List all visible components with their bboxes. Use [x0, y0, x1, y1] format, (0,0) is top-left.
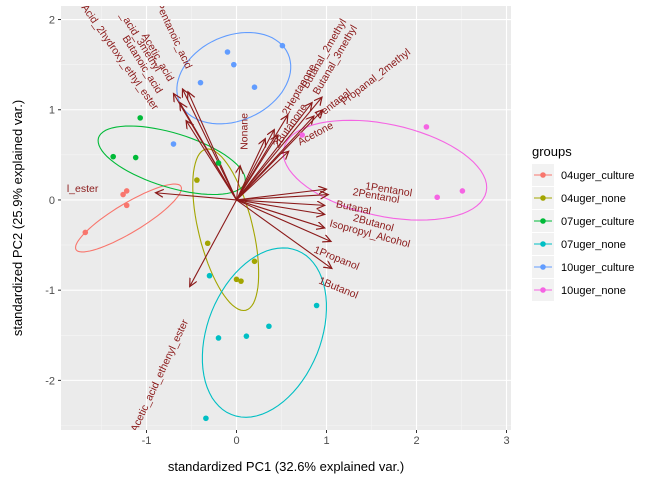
loading-arrow: [236, 139, 266, 201]
point-10uger_culture: [279, 42, 286, 49]
point-04uger_none: [233, 276, 240, 283]
legend-label: 10uger_culture: [561, 262, 634, 274]
loading-arrow: [236, 103, 313, 201]
point-10uger_none: [299, 132, 306, 138]
point-10uger_culture: [224, 49, 231, 55]
point-04uger_culture: [120, 191, 126, 198]
loading-label: Nonane: [238, 113, 250, 150]
point-04uger_none: [251, 258, 258, 265]
point-04uger_culture: [82, 229, 89, 236]
plot-panel: [61, 6, 511, 430]
y-tick-label: 1: [49, 105, 55, 117]
legend-label: 10uger_none: [561, 285, 626, 297]
x-tick-label: -1: [142, 435, 152, 447]
point-10uger_none: [434, 194, 441, 201]
point-10uger_culture: [170, 141, 177, 147]
y-tick-label: 2: [49, 15, 55, 27]
point-07uger_none: [215, 335, 222, 341]
loading-arrow: [188, 92, 238, 201]
legend-label: 04uger_none: [561, 193, 626, 205]
point-07uger_none: [313, 302, 320, 309]
loading-arrow: [236, 151, 289, 201]
legend-label: 07uger_none: [561, 239, 626, 251]
point-07uger_none: [203, 415, 209, 422]
point-10uger_culture: [197, 79, 204, 86]
legend-label: 04uger_culture: [561, 170, 634, 182]
legend-title: groups: [532, 144, 572, 159]
loading-arrow: [236, 199, 332, 241]
legend-point: [540, 264, 546, 270]
ellipse-04uger_culture: [75, 183, 182, 253]
y-axis-ticks: -2 -1 0 1 2: [45, 15, 61, 387]
loading-arrow: [236, 110, 323, 201]
point-07uger_culture: [110, 153, 116, 160]
loading-arrow: [236, 189, 327, 201]
loading-arrow: [236, 130, 275, 201]
point-10uger_culture: [251, 84, 258, 90]
loading-arrow: [190, 199, 237, 287]
y-axis-title: standardized PC2 (25.9% explained var.): [10, 100, 25, 336]
loading-arrow: [236, 199, 325, 205]
legend-point: [540, 218, 546, 224]
y-tick-label: 0: [49, 195, 55, 207]
ellipse-07uger_culture: [97, 125, 246, 196]
y-tick-label: -1: [45, 285, 55, 297]
legend-point: [540, 241, 546, 247]
point-07uger_culture: [132, 154, 139, 161]
loading-arrow: [236, 199, 332, 269]
loading-arrow: [186, 121, 237, 201]
point-07uger_culture: [137, 115, 143, 121]
ellipse-07uger_none: [201, 247, 327, 418]
loading-arrow: [180, 103, 237, 201]
x-tick-label: 0: [233, 435, 239, 447]
point-10uger_none: [423, 124, 430, 130]
loading-arrow: [236, 97, 323, 201]
legend: groups 04uger_culture 04uger_none 07uger_c…: [532, 144, 634, 301]
legend-point: [540, 172, 546, 178]
loading-label: l_ester: [67, 183, 99, 195]
point-07uger_none: [206, 272, 213, 279]
loading-arrow: [237, 166, 241, 201]
loading-arrow: [236, 195, 329, 201]
x-tick-label: 3: [503, 435, 509, 447]
point-07uger_none: [266, 323, 272, 330]
point-04uger_none: [194, 177, 200, 183]
legend-label: 07uger_culture: [561, 216, 634, 228]
point-04uger_none: [204, 240, 211, 247]
point-04uger_none: [238, 278, 244, 284]
point-07uger_culture: [215, 160, 222, 166]
point-10uger_none: [459, 188, 466, 194]
loading-arrow: [236, 199, 325, 228]
point-04uger_culture: [123, 188, 130, 194]
legend-point: [540, 287, 546, 293]
loading-arrow: [183, 89, 237, 201]
loading-arrow: [236, 115, 288, 201]
loading-arrows: [156, 89, 332, 287]
x-tick-label: 1: [323, 435, 329, 447]
x-axis-ticks: -1 0 1 2 3: [142, 430, 510, 447]
point-07uger_none: [243, 333, 250, 339]
loading-arrow: [156, 193, 237, 201]
ellipse-04uger_none: [192, 148, 260, 312]
x-tick-label: 2: [413, 435, 419, 447]
loading-arrow: [236, 199, 325, 214]
x-axis-title: standardized PC1 (32.6% explained var.): [168, 459, 404, 474]
point-04uger_culture: [123, 202, 130, 209]
legend-point: [540, 195, 546, 201]
score-points: [82, 42, 466, 422]
y-tick-label: -2: [45, 375, 55, 387]
point-10uger_culture: [231, 61, 237, 68]
